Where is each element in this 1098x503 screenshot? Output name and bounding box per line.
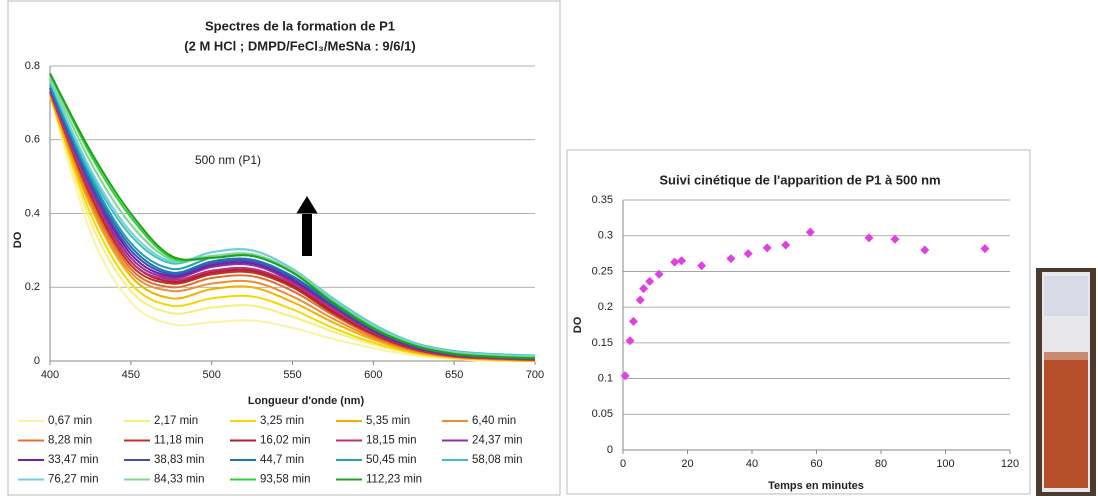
legend-label: 50,45 min xyxy=(366,454,417,466)
legend-label: 0,67 min xyxy=(48,415,92,427)
data-point xyxy=(805,227,815,237)
x-tick-label: 550 xyxy=(283,369,301,381)
data-point xyxy=(628,316,638,326)
y-tick-label: 0.05 xyxy=(592,408,613,420)
spectrum-line xyxy=(49,72,536,360)
y-tick-label: 0.25 xyxy=(592,265,613,277)
legend-label: 44,7 min xyxy=(260,454,304,466)
legend-label: 33,47 min xyxy=(48,454,99,466)
legend-label: 58,08 min xyxy=(472,454,523,466)
data-point xyxy=(639,284,649,294)
x-axis-label: Longueur d'onde (nm) xyxy=(248,395,365,407)
x-tick-label: 450 xyxy=(122,369,140,381)
x-tick-label: 600 xyxy=(364,369,382,381)
legend-label: 76,27 min xyxy=(48,474,99,486)
annotation: 500 nm (P1) xyxy=(195,153,261,167)
data-point xyxy=(677,256,687,266)
data-point xyxy=(743,249,753,259)
x-tick-label: 0 xyxy=(620,458,626,470)
x-tick-label: 650 xyxy=(445,369,463,381)
legend-label: 3,25 min xyxy=(260,415,304,427)
arrow xyxy=(296,196,318,256)
data-point xyxy=(726,254,736,264)
y-tick-label: 0.15 xyxy=(592,337,613,349)
legend-label: 8,28 min xyxy=(48,435,92,447)
data-point xyxy=(890,234,900,244)
data-point xyxy=(864,233,874,243)
x-tick-label: 80 xyxy=(875,458,887,470)
chart-title: Spectres de la formation de P1 xyxy=(205,18,395,33)
legend-label: 16,02 min xyxy=(260,435,311,447)
data-point xyxy=(654,269,664,279)
x-tick-label: 100 xyxy=(936,458,954,470)
x-tick-label: 120 xyxy=(1001,458,1019,470)
chart-frame xyxy=(7,0,561,496)
cuvette-photo xyxy=(1036,268,1096,496)
data-point xyxy=(697,261,707,271)
data-point xyxy=(670,257,680,267)
data-point xyxy=(781,240,791,250)
legend-label: 5,35 min xyxy=(366,415,410,427)
y-tick-label: 0.1 xyxy=(598,372,613,384)
y-tick-label: 0.35 xyxy=(592,194,613,206)
data-point xyxy=(762,243,772,253)
data-point xyxy=(635,295,645,305)
y-tick-label: 0.2 xyxy=(598,301,613,313)
x-tick-label: 20 xyxy=(681,458,693,470)
y-tick-label: 0.8 xyxy=(25,60,40,72)
legend-label: 84,33 min xyxy=(154,474,205,486)
legend-label: 112,23 min xyxy=(366,474,422,486)
y-tick-label: 0.6 xyxy=(25,134,40,146)
spectrum-line xyxy=(49,80,536,358)
data-point xyxy=(645,276,655,286)
y-tick-label: 0 xyxy=(607,444,613,456)
y-axis-label: DO xyxy=(572,316,584,333)
x-tick-label: 400 xyxy=(41,369,59,381)
data-point xyxy=(625,336,635,346)
legend-label: 11,18 min xyxy=(154,435,204,447)
y-tick-label: 0 xyxy=(34,355,40,367)
legend-label: 24,37 min xyxy=(472,435,523,447)
x-tick-label: 500 xyxy=(202,369,220,381)
y-tick-label: 0.2 xyxy=(25,281,40,293)
y-axis-label: DO xyxy=(12,231,24,248)
legend-label: 6,40 min xyxy=(472,415,516,427)
y-tick-label: 0.3 xyxy=(598,230,613,242)
spectrum-line xyxy=(49,95,536,363)
x-tick-label: 60 xyxy=(810,458,822,470)
chart-frame xyxy=(566,149,1031,495)
data-point xyxy=(620,371,630,381)
data-point xyxy=(920,245,930,255)
x-axis-label: Temps en minutes xyxy=(768,480,864,492)
legend-label: 93,58 min xyxy=(260,474,311,486)
legend-label: 2,17 min xyxy=(154,415,198,427)
x-tick-label: 40 xyxy=(746,458,758,470)
y-tick-label: 0.4 xyxy=(25,207,40,219)
x-tick-label: 700 xyxy=(526,369,544,381)
legend-label: 18,15 min xyxy=(366,435,417,447)
legend-label: 38,83 min xyxy=(154,454,205,466)
chart-title: Suivi cinétique de l'apparition de P1 à … xyxy=(659,172,940,187)
chart-subtitle: (2 M HCl ; DMPD/FeCl₃/MeSNa : 9/6/1) xyxy=(184,38,415,53)
data-point xyxy=(980,244,990,254)
